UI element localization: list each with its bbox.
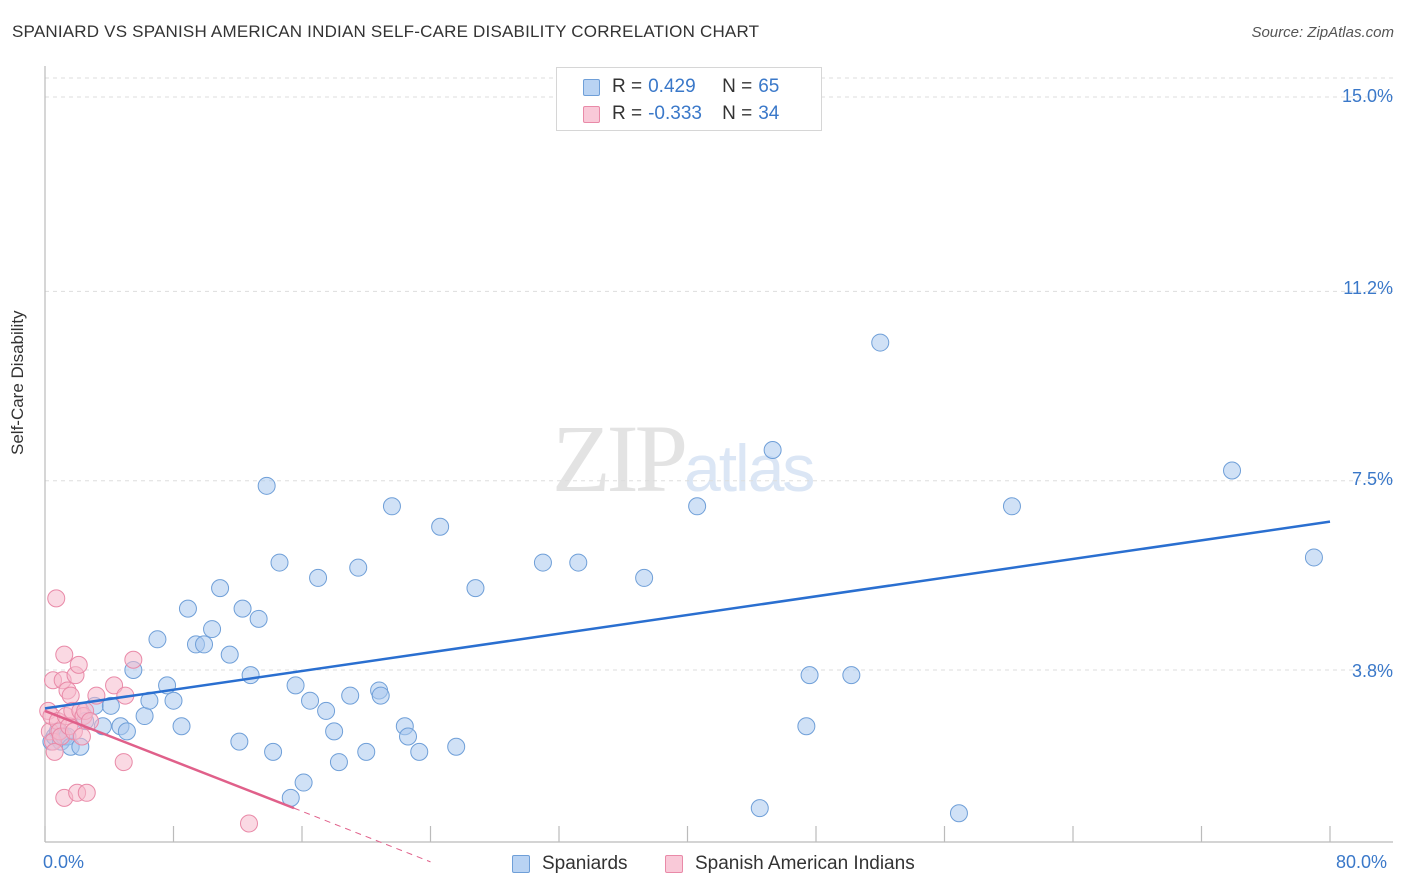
- spaniards-point: [410, 742, 429, 761]
- spaniards-point: [763, 441, 782, 460]
- x-tick-label: 0.0%: [43, 852, 85, 872]
- spaniards-point: [117, 722, 136, 741]
- y-tick-label: 15.0%: [1341, 86, 1393, 106]
- spaniards-trend-line: [44, 520, 1331, 710]
- series-legend-spanish-american-indians: Spanish American Indians: [665, 851, 915, 877]
- spaniards-point: [1002, 497, 1021, 516]
- spaniards-point: [241, 666, 260, 685]
- spanish-american-indians-trend-line: [44, 709, 295, 810]
- n-label: N =: [722, 103, 753, 124]
- spaniards-point: [357, 742, 376, 761]
- spanish-american-indians-point: [47, 589, 66, 608]
- spaniards-point: [135, 707, 154, 726]
- legend-swatch-pink: [665, 855, 683, 873]
- spaniards-point: [230, 732, 249, 751]
- spaniards-point: [172, 717, 191, 736]
- r-label: R =: [612, 103, 643, 124]
- watermark-zip: ZIP: [552, 405, 688, 512]
- spanish-american-indians-point: [61, 686, 80, 705]
- y-axis-label: Self-Care Disability: [8, 310, 27, 455]
- spaniards-point: [800, 666, 819, 685]
- spaniards-point: [382, 497, 401, 516]
- spaniards-point: [569, 553, 588, 572]
- spaniards-point: [317, 701, 336, 720]
- spaniards-point: [466, 579, 485, 598]
- spaniards-point: [447, 737, 466, 756]
- x-tick-label: 80.0%: [1336, 852, 1388, 872]
- spaniards-point: [211, 579, 230, 598]
- spaniards-point: [309, 568, 328, 587]
- spanish-american-indians-point: [55, 645, 74, 664]
- spanish-american-indians-point: [105, 676, 124, 695]
- spaniards-point: [399, 727, 418, 746]
- watermark: ZIPatlas: [552, 403, 815, 514]
- legend-row-spaniards: R = 0.429 N = 65: [583, 75, 779, 99]
- y-tick-label: 3.8%: [1351, 661, 1393, 681]
- spaniards-point: [325, 722, 344, 741]
- source-credit: Source: ZipAtlas.com: [1251, 24, 1394, 41]
- stats-legend: R = 0.429 N = 65 R = -0.333 N = 34: [556, 67, 822, 131]
- spanish-american-indians-point: [72, 727, 91, 746]
- y-tick-label: 7.5%: [1351, 469, 1393, 489]
- spaniards-point: [220, 645, 239, 664]
- spaniards-point: [203, 620, 222, 639]
- watermark-atlas: atlas: [684, 431, 815, 505]
- spaniards-point: [341, 686, 360, 705]
- series-name: Spanish American Indians: [695, 853, 915, 874]
- series-name: Spaniards: [542, 853, 628, 874]
- legend-swatch-blue: [512, 855, 530, 873]
- spanish-american-indians-point: [77, 783, 96, 802]
- spaniards-point: [750, 799, 769, 818]
- spanish-american-indians-point: [114, 753, 133, 772]
- legend-row-spanish-american-indians: R = -0.333 N = 34: [583, 102, 779, 126]
- spaniards-point: [842, 666, 861, 685]
- spaniards-point: [294, 773, 313, 792]
- spaniards-point: [1223, 461, 1242, 480]
- spanish-american-indians-point: [239, 814, 258, 833]
- spaniards-point: [349, 558, 368, 577]
- r-value: -0.333: [648, 103, 702, 124]
- spaniards-point: [257, 476, 276, 495]
- series-legend-spaniards: Spaniards: [512, 851, 628, 877]
- chart-title: SPANIARD VS SPANISH AMERICAN INDIAN SELF…: [12, 22, 760, 41]
- legend-swatch-blue: [583, 78, 600, 96]
- spanish-american-indians-point: [69, 655, 88, 674]
- spaniards-point: [871, 333, 890, 352]
- r-label: R =: [612, 76, 643, 97]
- spaniards-point: [178, 599, 197, 618]
- spaniards-point: [533, 553, 552, 572]
- spaniards-point: [148, 630, 167, 649]
- spanish-american-indians-trend-extension: [293, 807, 431, 863]
- spaniards-point: [101, 696, 120, 715]
- spaniards-point: [688, 497, 707, 516]
- y-tick-label: 11.2%: [1343, 278, 1393, 298]
- spaniards-point: [329, 753, 348, 772]
- spaniards-point: [949, 804, 968, 823]
- spanish-american-indians-point: [45, 742, 64, 761]
- spaniards-point: [264, 742, 283, 761]
- spaniards-point: [195, 635, 214, 654]
- r-value: 0.429: [648, 76, 696, 97]
- spaniards-point: [270, 553, 289, 572]
- spanish-american-indians-point: [124, 650, 143, 669]
- spaniards-point: [286, 676, 305, 695]
- spaniards-point: [371, 686, 390, 705]
- legend-swatch-pink: [583, 105, 600, 123]
- spaniards-point: [431, 517, 450, 536]
- spaniards-point: [635, 568, 654, 587]
- spaniards-point: [301, 691, 320, 710]
- n-value: 65: [758, 76, 780, 97]
- spaniards-point: [164, 691, 183, 710]
- n-value: 34: [758, 103, 780, 124]
- spaniards-point: [233, 599, 252, 618]
- spaniards-point: [1304, 548, 1323, 567]
- spaniards-point: [249, 609, 268, 628]
- spaniards-point: [797, 717, 816, 736]
- n-label: N =: [722, 76, 753, 97]
